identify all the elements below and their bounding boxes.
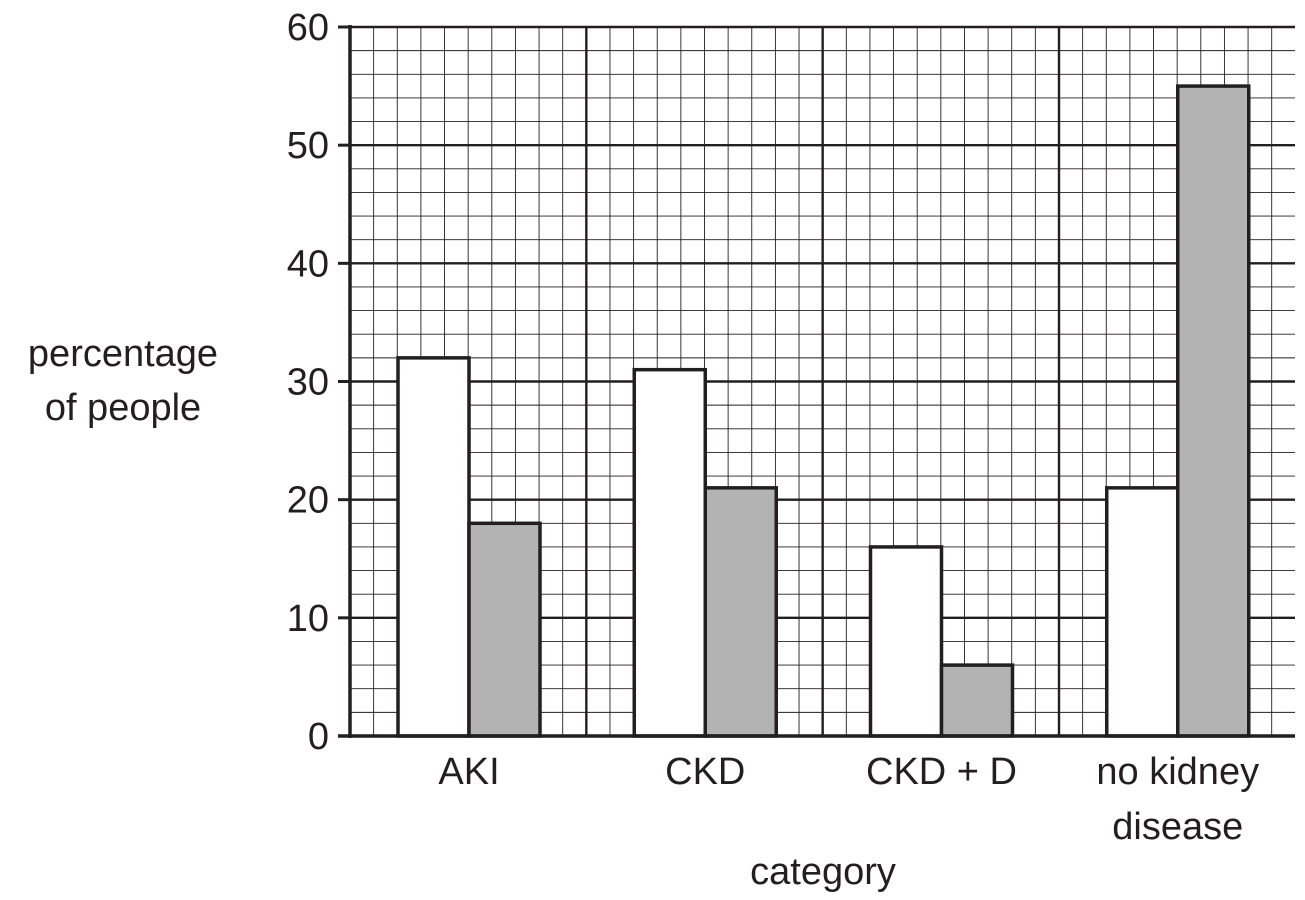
y-tick-label: 20 bbox=[287, 480, 329, 522]
bar-series-2-cat-4 bbox=[1176, 84, 1251, 738]
bar-series-1-cat-1 bbox=[396, 356, 471, 738]
x-category-label: disease bbox=[1112, 806, 1243, 848]
bar-series-2-cat-3 bbox=[939, 663, 1015, 738]
bar-series-2-cat-2 bbox=[703, 486, 778, 738]
y-tick-label: 30 bbox=[287, 362, 329, 404]
x-category-label: AKI bbox=[438, 751, 499, 793]
bar-series-1-cat-3 bbox=[868, 545, 944, 738]
x-category-label: CKD bbox=[665, 751, 745, 793]
x-category-label: CKD + D bbox=[866, 751, 1017, 793]
y-tick-label: 40 bbox=[287, 243, 329, 285]
y-axis-label-line-1: percentage bbox=[28, 333, 218, 375]
y-axis-label-line-2: of people bbox=[45, 387, 201, 429]
x-axis-label: category bbox=[750, 851, 896, 893]
x-category-labels: AKI CKD CKD + D no kidney disease bbox=[438, 751, 1259, 848]
axes bbox=[338, 25, 1295, 738]
bar-series-2-cat-1 bbox=[467, 521, 542, 738]
y-tick-label: 0 bbox=[308, 716, 329, 758]
y-tick-label: 10 bbox=[287, 598, 329, 640]
bars bbox=[396, 84, 1251, 738]
bar-series-1-cat-2 bbox=[632, 367, 707, 738]
y-tick-label: 50 bbox=[287, 125, 329, 167]
y-tick-label: 60 bbox=[287, 7, 329, 49]
y-tick-labels: 0 10 20 30 40 50 60 bbox=[287, 7, 329, 758]
x-category-label: no kidney bbox=[1096, 751, 1259, 793]
bar-series-1-cat-4 bbox=[1105, 486, 1180, 738]
